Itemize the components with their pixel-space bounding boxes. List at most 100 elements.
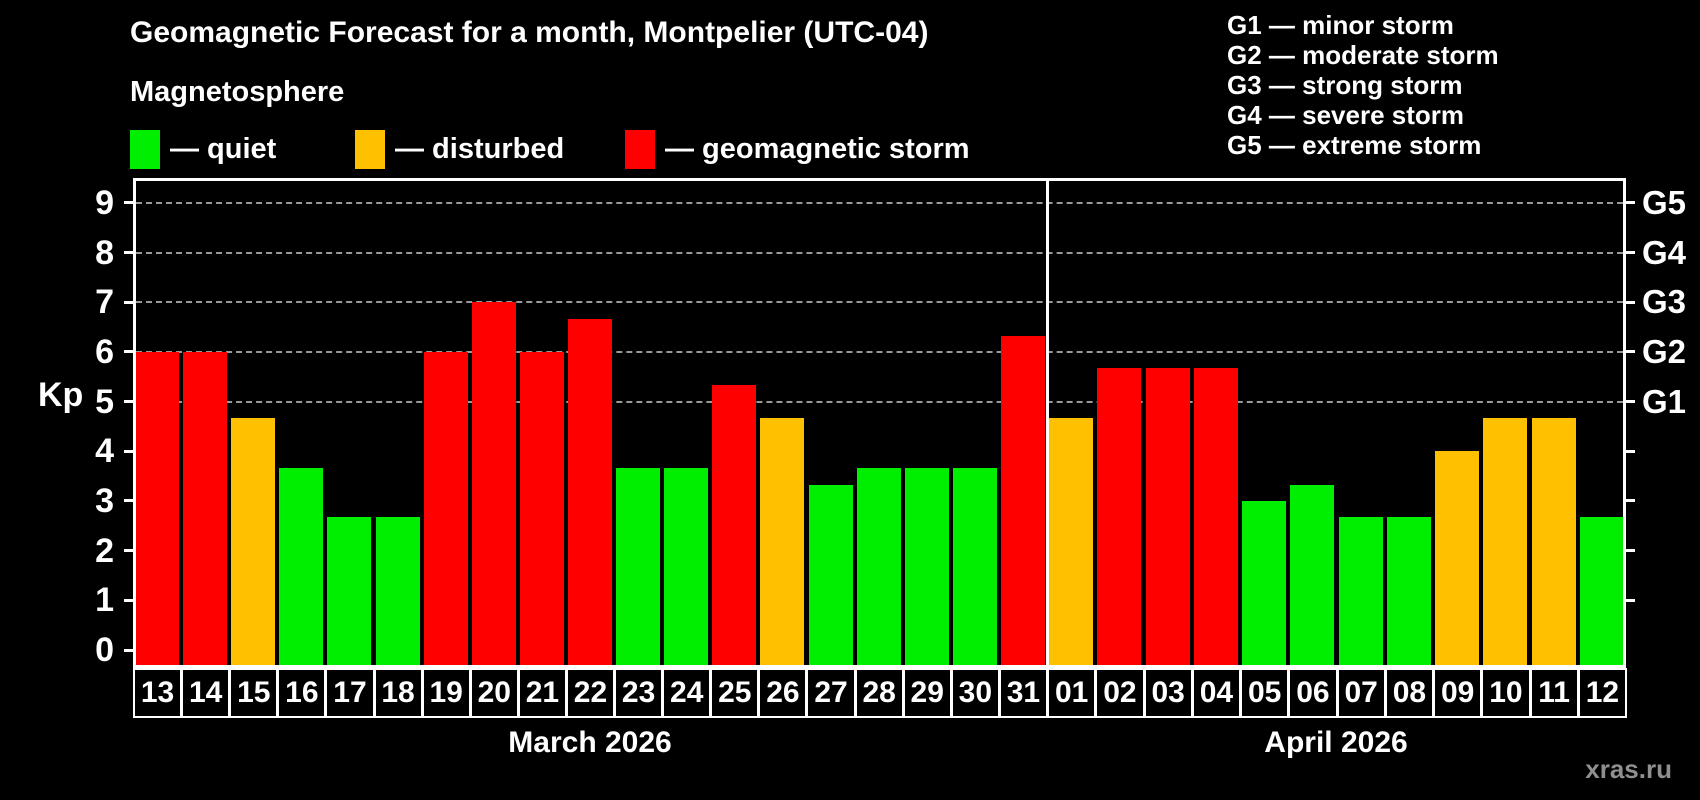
y-tick-label-5: 5 [95,382,114,421]
kp-bar-april-11 [1531,418,1576,668]
kp-bar-april-02 [1097,368,1142,668]
date-cell-04: 04 [1191,668,1241,718]
kp-bar-march-26 [760,418,805,668]
y-axis-label: Kp [38,376,84,414]
date-cell-05: 05 [1240,668,1290,718]
date-cell-08: 08 [1384,668,1434,718]
kp-bar-april-04 [1193,368,1238,668]
date-cell-29: 29 [902,668,952,718]
g-axis-label-g4: G4 [1642,233,1687,271]
gridline-kp9 [136,201,1623,204]
y-tick-right-4 [1626,449,1635,453]
y-tick-left-2 [124,549,133,553]
g-legend-line-g3: G3 — strong storm [1227,70,1463,100]
kp-bar-march-13 [135,351,180,668]
kp-bar-april-12 [1579,517,1624,668]
date-cell-22: 22 [565,668,616,718]
y-tick-left-0 [124,648,133,652]
kp-bar-march-16 [279,467,324,668]
kp-bar-march-20 [471,302,516,668]
y-tick-left-5 [124,400,133,404]
y-tick-right-2 [1626,549,1635,553]
kp-bar-march-18 [375,517,420,668]
kp-bar-march-17 [327,517,372,668]
date-cell-28: 28 [854,668,904,718]
month-label-march: March 2026 [508,726,672,759]
date-cell-14: 14 [181,668,231,718]
g-scale-legend: G1 — minor storm G2 — moderate storm G3 … [1227,10,1499,160]
y-tick-label-1: 1 [95,581,114,620]
date-cell-20: 20 [469,668,519,718]
g-legend-line-g2: G2 — moderate storm [1227,40,1499,70]
gridline-kp7 [136,301,1623,304]
y-tick-label-3: 3 [95,481,114,520]
y-tick-right-3 [1626,499,1635,503]
month-separator [1046,180,1049,666]
kp-bar-march-27 [808,484,853,668]
y-tick-label-9: 9 [95,183,114,222]
kp-bar-march-24 [664,467,709,668]
date-cell-11: 11 [1529,668,1579,718]
y-tick-right-6 [1626,350,1635,354]
date-cell-18: 18 [373,668,423,718]
kp-bar-march-28 [856,467,901,668]
month-label-april: April 2026 [1264,726,1408,759]
g-legend-line-g1: G1 — minor storm [1227,10,1454,40]
g-axis-label-g5: G5 [1642,183,1687,221]
kp-bar-march-21 [519,351,564,668]
kp-bar-march-15 [231,418,276,668]
y-tick-label-2: 2 [95,531,114,570]
kp-bar-march-29 [904,467,949,668]
date-cell-13: 13 [133,668,183,718]
legend-label-storm: — geomagnetic storm [665,133,970,165]
legend-swatch-quiet-icon [130,130,160,169]
date-cell-09: 09 [1433,668,1483,718]
y-tick-label-4: 4 [95,432,114,471]
kp-bar-march-31 [1000,335,1045,668]
date-cell-10: 10 [1481,668,1531,718]
date-cell-03: 03 [1143,668,1193,718]
date-cell-06: 06 [1288,668,1338,718]
date-cell-17: 17 [325,668,375,718]
date-cell-25: 25 [710,668,760,718]
y-tick-right-1 [1626,598,1635,602]
date-cell-23: 23 [614,668,664,718]
legend-label-disturbed: — disturbed [395,133,565,165]
kp-bar-april-07 [1338,517,1383,668]
g-axis-label-g1: G1 [1642,382,1687,420]
kp-bar-april-06 [1290,484,1335,668]
y-tick-label-0: 0 [95,631,114,669]
date-cell-27: 27 [806,668,856,718]
y-tick-label-7: 7 [95,283,114,322]
kp-bar-april-09 [1435,451,1480,668]
y-tick-right-7 [1626,300,1635,304]
date-cell-15: 15 [229,668,279,718]
kp-bar-april-05 [1242,500,1287,668]
kp-bar-march-23 [616,467,661,668]
date-cell-30: 30 [950,668,1000,718]
date-cell-19: 19 [421,668,471,718]
y-tick-label-8: 8 [95,233,114,272]
kp-bar-march-22 [568,318,612,668]
legend-swatch-storm-icon [625,130,655,169]
kp-bar-april-01 [1049,418,1094,668]
gridline-kp8 [136,251,1623,254]
date-cell-26: 26 [758,668,808,718]
y-tick-left-7 [124,300,133,304]
kp-bar-march-25 [712,385,757,668]
date-cell-24: 24 [662,668,712,718]
gridline-kp5 [136,400,1623,403]
g-axis-label-g2: G2 [1642,332,1687,370]
g-axis-label-g3: G3 [1642,283,1687,321]
date-cell-07: 07 [1336,668,1386,718]
kp-bar-march-30 [952,467,997,668]
watermark: xras.ru [1585,754,1672,784]
chart-subtitle: Magnetosphere [130,76,345,108]
kp-bar-march-19 [423,351,468,668]
y-tick-left-4 [124,449,133,453]
date-cell-02: 02 [1095,668,1145,718]
date-cell-21: 21 [517,668,567,718]
y-tick-left-1 [124,598,133,602]
